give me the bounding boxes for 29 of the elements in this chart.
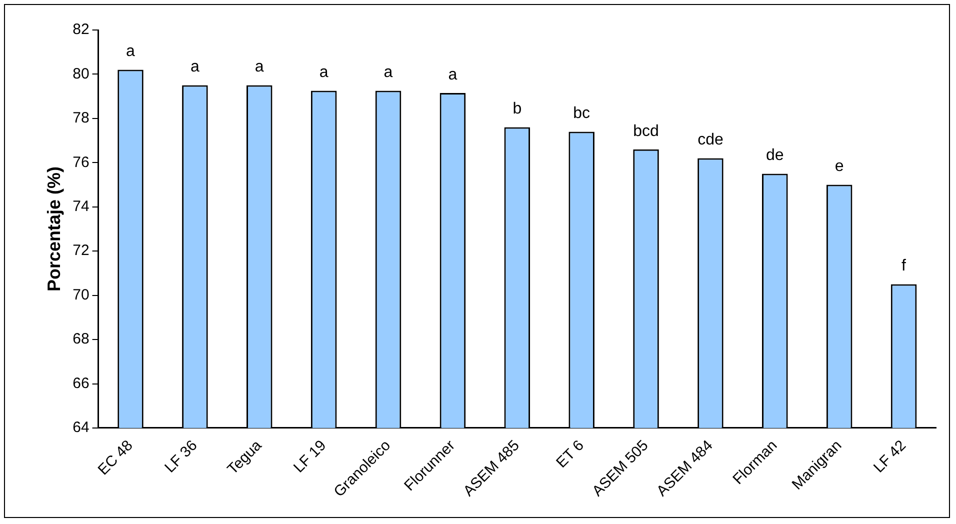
annotation: a: [384, 64, 393, 82]
x-tick-label: LF 19: [290, 437, 330, 476]
y-tick-label: 68: [72, 330, 90, 348]
annotation: b: [512, 100, 522, 118]
annotation: a: [448, 66, 458, 84]
y-tick-label: 76: [72, 154, 90, 171]
annotation: bcd: [633, 122, 659, 140]
x-tick-label: LF 36: [162, 437, 201, 476]
y-tick-label: 72: [72, 242, 90, 260]
y-tick-label: 66: [72, 374, 90, 392]
y-tick-label: 74: [72, 198, 90, 216]
x-tick-label: ET 6: [553, 437, 588, 472]
y-axis-title: Porcentaje (%): [44, 166, 64, 292]
annotation: e: [834, 158, 844, 176]
annotation: bc: [573, 105, 590, 122]
y-tick-label: 64: [72, 419, 90, 436]
y-tick-label: 80: [72, 65, 90, 82]
x-tick-label: LF 42: [870, 437, 910, 476]
annotation: a: [319, 64, 328, 82]
x-tick-label: EC 48: [94, 437, 136, 479]
annotation: f: [902, 258, 907, 275]
y-tick-label: 82: [72, 21, 90, 38]
annotation: a: [254, 58, 264, 76]
annotation: de: [766, 147, 784, 164]
annotation: cde: [698, 132, 724, 149]
annotation: a: [126, 43, 136, 60]
y-tick-label: 70: [72, 286, 90, 304]
y-tick-label: 78: [72, 110, 90, 127]
annotation: a: [190, 58, 200, 76]
